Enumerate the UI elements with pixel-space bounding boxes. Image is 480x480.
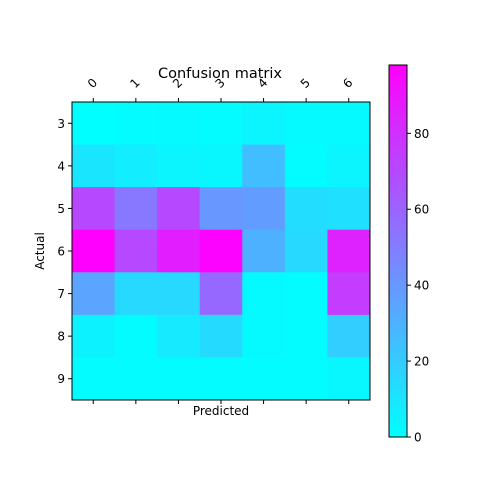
heatmap-cell [327, 272, 371, 316]
colorbar-tick-label: 40 [414, 279, 429, 293]
y-tick-label: 7 [57, 287, 65, 301]
heatmap-cell [72, 102, 116, 146]
x-axis-label: Predicted [193, 404, 249, 418]
colorbar-ticks: 0 20 40 60 80 [407, 127, 429, 445]
heatmap-cell [157, 229, 201, 273]
heatmap-cell [72, 272, 116, 316]
heatmap-cell [199, 272, 243, 316]
heatmap-cell [199, 314, 243, 358]
heatmap-cell [199, 187, 243, 231]
heatmap-cell [284, 187, 328, 231]
colorbar-tick-label: 60 [414, 203, 429, 217]
heatmap-cell [199, 144, 243, 188]
heatmap-cell [157, 144, 201, 188]
heatmap-cell [157, 357, 201, 401]
heatmap-cell [72, 144, 116, 188]
heatmap-cell [72, 314, 116, 358]
heatmap-cell [284, 144, 328, 188]
y-tick-label: 8 [57, 330, 65, 344]
heatmap-cell [327, 229, 371, 273]
heatmap-cell [327, 187, 371, 231]
colorbar [388, 64, 408, 438]
y-tick-label: 5 [57, 202, 65, 216]
y-tick-label: 3 [57, 117, 65, 131]
heatmap-cell [114, 187, 158, 231]
heatmap-cells [72, 102, 371, 401]
heatmap-cell [157, 187, 201, 231]
heatmap-cell [114, 144, 158, 188]
heatmap-cell [72, 229, 116, 273]
heatmap-cell [327, 357, 371, 401]
x-tick-label: 6 [340, 76, 355, 91]
heatmap-cell [327, 314, 371, 358]
heatmap-cell [327, 144, 371, 188]
colorbar-tick-label: 80 [414, 127, 429, 141]
heatmap-cell [199, 102, 243, 146]
heatmap-cell [199, 357, 243, 401]
y-axis-ticks: 3 4 5 6 7 8 9 [57, 117, 72, 386]
y-tick-label: 6 [57, 245, 65, 259]
heatmap-cell [242, 187, 286, 231]
heatmap-cell [114, 272, 158, 316]
heatmap-cell [242, 102, 286, 146]
heatmap-cell [157, 272, 201, 316]
heatmap-cell [114, 229, 158, 273]
heatmap-cell [284, 314, 328, 358]
heatmap-cell [327, 102, 371, 146]
heatmap-cell [284, 272, 328, 316]
heatmap-cell [199, 229, 243, 273]
y-tick-label: 4 [57, 159, 65, 173]
heatmap-cell [157, 102, 201, 146]
x-tick-label: 1 [127, 76, 142, 91]
heatmap-cell [284, 102, 328, 146]
x-tick-label: 5 [298, 76, 313, 91]
colorbar-tick-label: 0 [414, 431, 422, 445]
heatmap-cell [242, 272, 286, 316]
heatmap-cell [242, 229, 286, 273]
heatmap-cell [114, 357, 158, 401]
heatmap-cell [284, 229, 328, 273]
heatmap-cell [72, 357, 116, 401]
colorbar-tick-label: 20 [414, 355, 429, 369]
x-tick-label: 0 [85, 76, 100, 91]
chart-title: Confusion matrix [158, 66, 282, 82]
heatmap-cell [157, 314, 201, 358]
heatmap-cell [242, 314, 286, 358]
y-axis-label: Actual [33, 232, 47, 270]
heatmap-cell [114, 314, 158, 358]
heatmap-cell [242, 144, 286, 188]
heatmap-cell [114, 102, 158, 146]
y-tick-label: 9 [57, 372, 65, 386]
heatmap-cell [72, 187, 116, 231]
heatmap-cell [284, 357, 328, 401]
heatmap-cell [242, 357, 286, 401]
